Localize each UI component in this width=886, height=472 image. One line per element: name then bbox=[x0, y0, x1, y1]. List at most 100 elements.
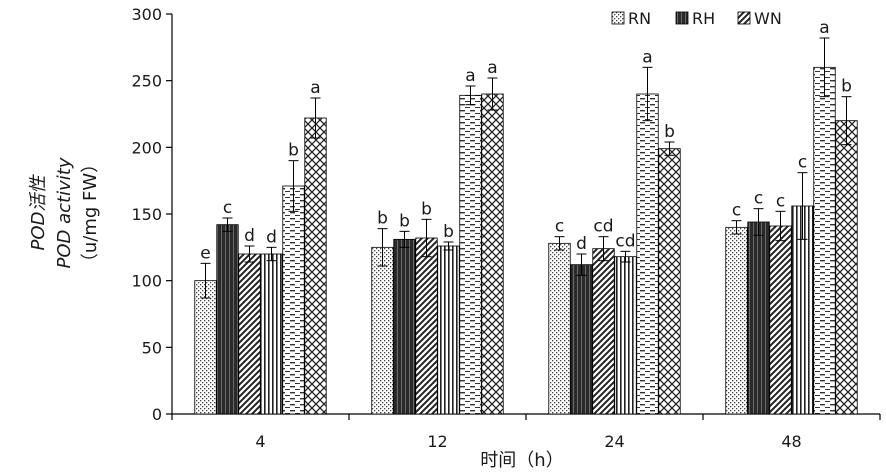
error-bar bbox=[753, 208, 764, 236]
bar bbox=[769, 225, 792, 415]
error-bar bbox=[487, 77, 498, 111]
significance-label: b bbox=[664, 122, 675, 142]
significance-label: d bbox=[244, 226, 255, 246]
y-tick-label: 200 bbox=[131, 138, 162, 157]
bar bbox=[437, 245, 460, 415]
legend-swatch bbox=[611, 11, 625, 25]
legend-label: WN bbox=[754, 9, 782, 28]
significance-label: c bbox=[754, 189, 763, 209]
x-axis-title: 时间（h） bbox=[480, 450, 563, 471]
error-bar bbox=[421, 218, 432, 258]
x-tick-label: 24 bbox=[604, 432, 624, 451]
error-bar bbox=[841, 96, 852, 146]
significance-label: e bbox=[200, 243, 210, 263]
error-bar bbox=[576, 253, 587, 276]
significance-label: a bbox=[819, 18, 829, 38]
y-tick-label: 50 bbox=[142, 338, 162, 357]
y-axis: 0 50 100 150 200 250 300 bbox=[131, 5, 173, 424]
legend-swatch bbox=[737, 11, 751, 25]
legend-entry: RH bbox=[675, 9, 715, 28]
significance-label: b bbox=[377, 209, 388, 229]
error-bar bbox=[819, 37, 830, 98]
y-axis-title: POD活性 POD activity （u/mg FW） bbox=[28, 155, 101, 271]
bar bbox=[813, 66, 836, 415]
error-bar bbox=[554, 236, 565, 251]
error-bar bbox=[598, 236, 609, 262]
error-bar bbox=[775, 210, 786, 242]
error-bar bbox=[244, 245, 255, 263]
error-bar bbox=[222, 217, 233, 232]
significance-label: b bbox=[399, 211, 410, 231]
error-bar bbox=[465, 85, 476, 106]
bar bbox=[194, 280, 217, 415]
bar bbox=[282, 185, 305, 415]
bar bbox=[747, 221, 770, 415]
error-bar bbox=[399, 230, 410, 248]
significance-label: a bbox=[642, 47, 652, 67]
significance-label: b bbox=[288, 141, 299, 161]
error-bar bbox=[288, 160, 299, 212]
bar bbox=[216, 224, 239, 415]
y-tick-label: 300 bbox=[131, 5, 162, 24]
bar bbox=[636, 93, 659, 415]
significance-label: d bbox=[576, 234, 587, 254]
bar bbox=[835, 120, 858, 415]
error-bar bbox=[731, 220, 742, 235]
significance-label: a bbox=[310, 78, 320, 98]
bar bbox=[725, 226, 748, 415]
y-tick-label: 150 bbox=[131, 205, 162, 224]
legend-entry: WN bbox=[737, 9, 782, 28]
error-bar bbox=[642, 66, 653, 122]
y-tick-label: 0 bbox=[152, 405, 162, 424]
error-bar bbox=[200, 262, 211, 299]
bar bbox=[481, 93, 504, 415]
significance-label: cd bbox=[615, 231, 635, 251]
bar bbox=[415, 237, 438, 415]
error-bar bbox=[266, 246, 277, 262]
bar bbox=[459, 94, 482, 415]
significance-label: a bbox=[465, 66, 475, 86]
error-bar bbox=[377, 228, 388, 267]
significance-label: c bbox=[555, 217, 564, 237]
legend-swatch bbox=[675, 11, 689, 25]
bar bbox=[548, 242, 571, 415]
error-bar bbox=[797, 172, 808, 240]
bar bbox=[393, 238, 416, 415]
x-tick-label: 48 bbox=[781, 432, 801, 451]
bar bbox=[614, 256, 637, 415]
x-axis: 4 12 24 48 bbox=[171, 413, 881, 451]
significance-label: c bbox=[798, 153, 807, 173]
y-axis-title-line: （u/mg FW） bbox=[80, 155, 101, 271]
y-tick-label: 100 bbox=[131, 272, 162, 291]
x-tick-label: 12 bbox=[427, 432, 447, 451]
bar bbox=[592, 248, 615, 415]
significance-label: d bbox=[266, 227, 277, 247]
legend-label: RH bbox=[692, 9, 715, 28]
significance-label: cd bbox=[593, 217, 613, 237]
significance-label: b bbox=[443, 222, 454, 242]
bar bbox=[371, 246, 394, 415]
bar bbox=[238, 253, 261, 415]
significance-label: b bbox=[421, 199, 432, 219]
bar bbox=[570, 264, 593, 415]
legend: RN RH WN bbox=[611, 9, 782, 28]
y-axis-title-line: POD活性 bbox=[28, 174, 49, 251]
significance-label: b bbox=[841, 77, 852, 97]
legend-label: RN bbox=[628, 9, 651, 28]
significance-label: c bbox=[223, 198, 232, 218]
y-tick-label: 250 bbox=[131, 72, 162, 91]
error-bar bbox=[620, 250, 631, 263]
y-axis-title-line: POD activity bbox=[54, 157, 75, 268]
legend-entry: RN bbox=[611, 9, 651, 28]
error-bar bbox=[443, 241, 454, 251]
bar bbox=[260, 253, 283, 415]
significance-label: c bbox=[776, 191, 785, 211]
significance-label: c bbox=[732, 201, 741, 221]
bar bbox=[658, 148, 681, 415]
error-bar bbox=[664, 141, 675, 156]
significance-label: a bbox=[487, 58, 497, 78]
x-tick-label: 4 bbox=[255, 432, 265, 451]
error-bar bbox=[310, 97, 321, 139]
